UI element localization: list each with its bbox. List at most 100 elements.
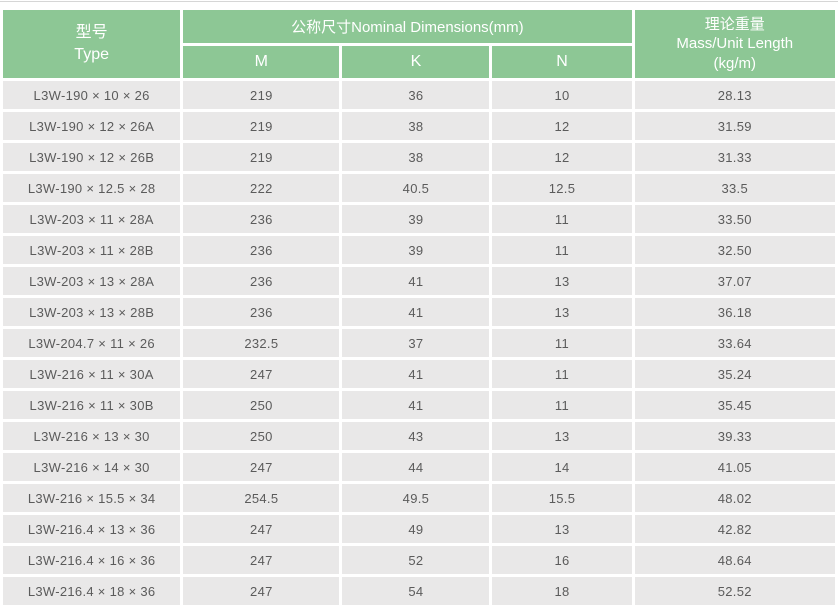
n-cell: 16 (492, 546, 632, 574)
mass-cell: 48.64 (634, 546, 835, 574)
k-cell: 38 (342, 143, 490, 171)
type-cell: L3W-216 × 13 × 30 (3, 422, 181, 450)
n-cell: 13 (492, 422, 632, 450)
header-mass-unit: (kg/m) (713, 54, 757, 72)
spec-table: 型号 Type 公称尺寸Nominal Dimensions(mm) 理论重量 … (0, 7, 838, 608)
type-cell: L3W-216 × 11 × 30A (3, 360, 181, 388)
type-cell: L3W-190 × 12.5 × 28 (3, 174, 181, 202)
m-cell: 247 (183, 577, 340, 605)
type-cell: L3W-216.4 × 18 × 36 (3, 577, 181, 605)
type-cell: L3W-203 × 13 × 28B (3, 298, 181, 326)
m-cell: 247 (183, 546, 340, 574)
m-cell: 247 (183, 453, 340, 481)
mass-cell: 31.59 (634, 112, 835, 140)
table-row: L3W-190 × 12 × 26B 219 38 12 31.33 (3, 143, 835, 171)
k-cell: 36 (342, 81, 490, 109)
k-cell: 54 (342, 577, 490, 605)
m-cell: 250 (183, 391, 340, 419)
n-cell: 18 (492, 577, 632, 605)
mass-cell: 32.50 (634, 236, 835, 264)
header-mass-en: Mass/Unit Length (676, 35, 794, 53)
mass-cell: 33.50 (634, 205, 835, 233)
k-cell: 41 (342, 391, 490, 419)
table-row: L3W-203 × 13 × 28B 236 41 13 36.18 (3, 298, 835, 326)
n-cell: 12 (492, 112, 632, 140)
type-cell: L3W-204.7 × 11 × 26 (3, 329, 181, 357)
table-row: L3W-190 × 12 × 26A 219 38 12 31.59 (3, 112, 835, 140)
k-cell: 43 (342, 422, 490, 450)
m-cell: 236 (183, 205, 340, 233)
n-cell: 11 (492, 205, 632, 233)
m-cell: 219 (183, 143, 340, 171)
m-cell: 236 (183, 298, 340, 326)
header-mass: 理论重量 Mass/Unit Length (kg/m) (634, 10, 835, 78)
n-cell: 15.5 (492, 484, 632, 512)
mass-cell: 35.24 (634, 360, 835, 388)
table-row: L3W-203 × 11 × 28B 236 39 11 32.50 (3, 236, 835, 264)
table-row: L3W-203 × 11 × 28A 236 39 11 33.50 (3, 205, 835, 233)
k-cell: 38 (342, 112, 490, 140)
m-cell: 232.5 (183, 329, 340, 357)
type-cell: L3W-216.4 × 16 × 36 (3, 546, 181, 574)
mass-cell: 28.13 (634, 81, 835, 109)
table-row: L3W-216 × 14 × 30 247 44 14 41.05 (3, 453, 835, 481)
n-cell: 13 (492, 298, 632, 326)
n-cell: 11 (492, 391, 632, 419)
n-cell: 14 (492, 453, 632, 481)
header-mass-cn: 理论重量 (704, 15, 765, 33)
k-cell: 37 (342, 329, 490, 357)
table-row: L3W-190 × 12.5 × 28 222 40.5 12.5 33.5 (3, 174, 835, 202)
header-sub-m: M (183, 46, 340, 78)
table-row: L3W-216 × 15.5 × 34 254.5 49.5 15.5 48.0… (3, 484, 835, 512)
k-cell: 52 (342, 546, 490, 574)
table-row: L3W-204.7 × 11 × 26 232.5 37 11 33.64 (3, 329, 835, 357)
header-type-en: Type (74, 46, 109, 63)
mass-cell: 33.64 (634, 329, 835, 357)
m-cell: 250 (183, 422, 340, 450)
type-cell: L3W-216 × 15.5 × 34 (3, 484, 181, 512)
header-sub-n: N (492, 46, 632, 78)
k-cell: 41 (342, 298, 490, 326)
mass-cell: 37.07 (634, 267, 835, 295)
k-cell: 49 (342, 515, 490, 543)
k-cell: 40.5 (342, 174, 490, 202)
m-cell: 247 (183, 360, 340, 388)
table-row: L3W-216.4 × 16 × 36 247 52 16 48.64 (3, 546, 835, 574)
mass-cell: 36.18 (634, 298, 835, 326)
k-cell: 39 (342, 236, 490, 264)
n-cell: 13 (492, 267, 632, 295)
mass-cell: 31.33 (634, 143, 835, 171)
n-cell: 12 (492, 143, 632, 171)
spec-table-header: 型号 Type 公称尺寸Nominal Dimensions(mm) 理论重量 … (3, 10, 835, 78)
m-cell: 236 (183, 267, 340, 295)
n-cell: 11 (492, 236, 632, 264)
table-row: L3W-216.4 × 18 × 36 247 54 18 52.52 (3, 577, 835, 605)
table-row: L3W-216 × 11 × 30B 250 41 11 35.45 (3, 391, 835, 419)
mass-cell: 52.52 (634, 577, 835, 605)
k-cell: 41 (342, 360, 490, 388)
type-cell: L3W-216 × 11 × 30B (3, 391, 181, 419)
table-row: L3W-216 × 13 × 30 250 43 13 39.33 (3, 422, 835, 450)
k-cell: 39 (342, 205, 490, 233)
n-cell: 11 (492, 329, 632, 357)
type-cell: L3W-203 × 11 × 28B (3, 236, 181, 264)
type-cell: L3W-203 × 13 × 28A (3, 267, 181, 295)
n-cell: 10 (492, 81, 632, 109)
page-top-rule (0, 1, 838, 2)
m-cell: 219 (183, 81, 340, 109)
type-cell: L3W-190 × 12 × 26A (3, 112, 181, 140)
table-row: L3W-203 × 13 × 28A 236 41 13 37.07 (3, 267, 835, 295)
mass-cell: 48.02 (634, 484, 835, 512)
header-sub-k: K (342, 46, 490, 78)
n-cell: 12.5 (492, 174, 632, 202)
table-row: L3W-216.4 × 13 × 36 247 49 13 42.82 (3, 515, 835, 543)
header-type-cn: 型号 (75, 24, 108, 42)
type-cell: L3W-190 × 12 × 26B (3, 143, 181, 171)
m-cell: 247 (183, 515, 340, 543)
k-cell: 41 (342, 267, 490, 295)
mass-cell: 42.82 (634, 515, 835, 543)
mass-cell: 39.33 (634, 422, 835, 450)
n-cell: 13 (492, 515, 632, 543)
spec-table-body: L3W-190 × 10 × 26 219 36 10 28.13 L3W-19… (3, 81, 835, 605)
